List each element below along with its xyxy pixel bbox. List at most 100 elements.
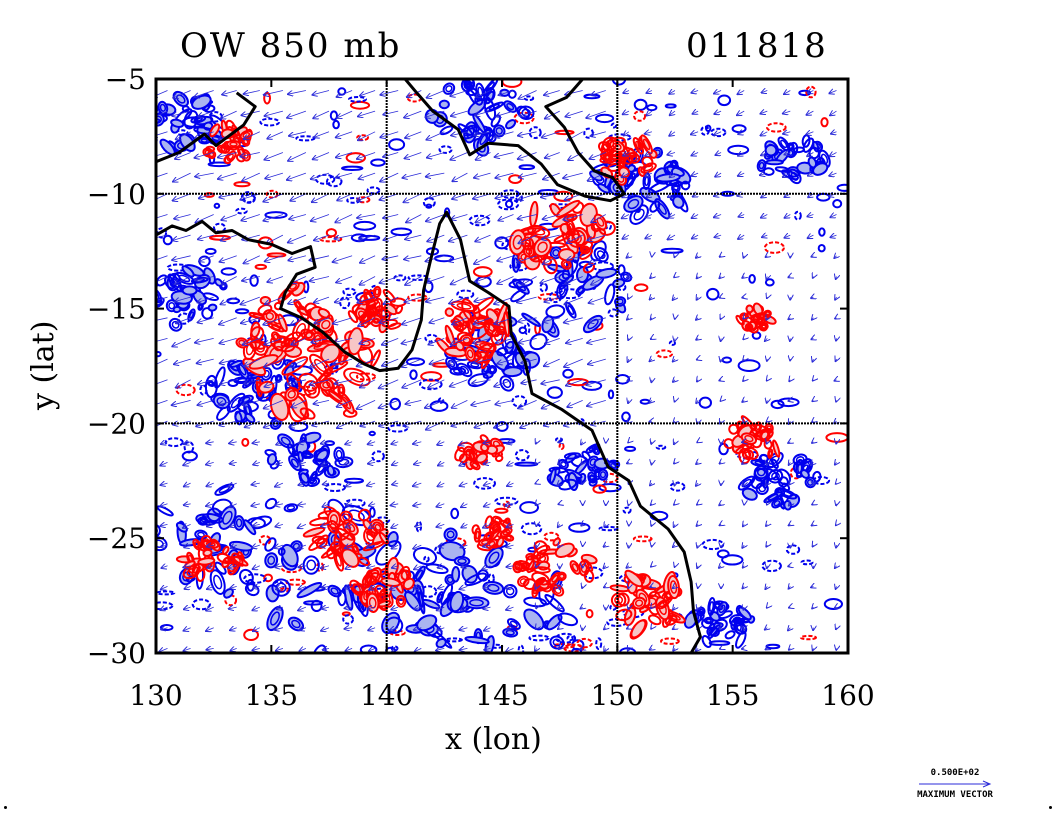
wind-vector bbox=[253, 442, 260, 443]
wind-vector bbox=[380, 276, 399, 284]
field-speckle bbox=[543, 531, 560, 542]
negative-ow-region-contour bbox=[672, 195, 685, 209]
negative-ow-region bbox=[156, 505, 174, 517]
wind-vector bbox=[650, 277, 652, 279]
field-speckle bbox=[518, 326, 528, 335]
negative-ow-region-contour bbox=[557, 612, 579, 627]
positive-ow-region-contour bbox=[202, 548, 213, 557]
negative-ow-region-inner-contour bbox=[758, 485, 767, 493]
negative-ow-region-inner-contour bbox=[758, 161, 765, 170]
wind-vector bbox=[808, 235, 814, 238]
field-speckle bbox=[609, 604, 617, 611]
negative-ow-region-inner-contour bbox=[198, 304, 203, 310]
negative-ow-region-inner-contour bbox=[505, 587, 515, 596]
wind-vector bbox=[253, 524, 260, 525]
wind-vector bbox=[566, 110, 583, 117]
positive-ow-region-contour bbox=[387, 322, 402, 330]
negative-ow-region bbox=[529, 333, 548, 351]
wind-vector bbox=[737, 111, 745, 115]
negative-ow-region bbox=[502, 583, 518, 599]
field-speckle bbox=[423, 555, 430, 563]
field-speckle bbox=[389, 397, 402, 411]
field-speckle bbox=[664, 103, 677, 109]
wind-vector bbox=[673, 545, 675, 547]
wind-vector bbox=[762, 91, 768, 93]
field-speckle bbox=[710, 127, 727, 138]
positive-ow-region-contour bbox=[372, 285, 382, 298]
negative-ow-region-contour bbox=[750, 476, 763, 490]
positive-ow-region bbox=[298, 372, 319, 392]
wind-vector bbox=[506, 648, 514, 652]
negative-ow-region bbox=[181, 285, 198, 296]
negative-ow-region bbox=[582, 314, 604, 334]
wind-vector bbox=[623, 111, 630, 114]
positive-ow-region bbox=[609, 584, 631, 593]
wind-vector bbox=[184, 504, 191, 505]
positive-ow-region-inner-contour bbox=[270, 324, 281, 331]
negative-ow-region-contour bbox=[244, 412, 256, 424]
wind-vector bbox=[173, 172, 191, 182]
chart-date-code: 011818 bbox=[686, 26, 828, 66]
wind-vector bbox=[673, 359, 675, 361]
negative-ow-region-contour bbox=[299, 472, 310, 484]
negative-ow-region-inner-contour bbox=[159, 103, 167, 112]
negative-ow-region-contour bbox=[156, 523, 161, 538]
negative-ow-region bbox=[767, 469, 784, 484]
wind-vector bbox=[715, 235, 722, 237]
negative-ow-region-inner-contour bbox=[780, 139, 788, 149]
negative-ow-region bbox=[442, 82, 456, 95]
wind-vector bbox=[312, 420, 330, 425]
wind-vector bbox=[692, 215, 699, 219]
wind-vector bbox=[697, 297, 699, 300]
wind-vector bbox=[287, 172, 307, 180]
wind-vector bbox=[716, 153, 722, 156]
wind-vector bbox=[743, 566, 744, 568]
wind-vector bbox=[221, 110, 237, 118]
wind-vector bbox=[604, 628, 606, 630]
negative-ow-region bbox=[786, 142, 795, 151]
wind-vector bbox=[628, 359, 629, 362]
wind-vector bbox=[604, 545, 606, 547]
field-speckle bbox=[345, 152, 366, 164]
wind-vector bbox=[298, 504, 306, 505]
wind-vector bbox=[156, 193, 168, 200]
wind-vector bbox=[720, 524, 722, 525]
wind-vector bbox=[156, 358, 168, 365]
wind-vector bbox=[811, 338, 813, 339]
wind-vector bbox=[252, 545, 260, 548]
field-speckle bbox=[825, 432, 848, 443]
negative-ow-region-inner-contour bbox=[480, 659, 494, 667]
positive-ow-region-inner-contour bbox=[338, 386, 344, 395]
negative-ow-region bbox=[623, 195, 644, 213]
wind-vector bbox=[812, 421, 813, 422]
field-speckle bbox=[818, 227, 826, 237]
wind-vector bbox=[714, 111, 722, 114]
wind-vector bbox=[783, 111, 791, 114]
wind-vector bbox=[174, 358, 191, 364]
x-tick-label: 155 bbox=[706, 679, 759, 712]
positive-ow-region-inner-contour bbox=[519, 578, 527, 585]
negative-ow-region-contour bbox=[442, 82, 456, 95]
negative-ow-region bbox=[496, 347, 509, 357]
field-speckle bbox=[832, 199, 843, 209]
negative-ow-region bbox=[314, 447, 329, 462]
wind-vector bbox=[668, 235, 676, 239]
negative-ow-region bbox=[435, 637, 447, 649]
field-speckle bbox=[388, 138, 406, 151]
field-speckle bbox=[156, 351, 162, 358]
wind-vector bbox=[184, 607, 191, 609]
negative-ow-region-inner-contour bbox=[200, 138, 208, 143]
wind-vector bbox=[691, 132, 699, 135]
positive-ow-region bbox=[314, 367, 334, 387]
field-speckle bbox=[595, 637, 603, 651]
negative-ow-region bbox=[545, 304, 566, 319]
field-speckle bbox=[717, 94, 732, 107]
wind-vector bbox=[220, 338, 237, 343]
wind-vector bbox=[767, 421, 768, 422]
negative-ow-region bbox=[680, 180, 691, 191]
negative-ow-region bbox=[438, 99, 450, 110]
field-speckle bbox=[323, 483, 346, 492]
wind-vector bbox=[627, 628, 629, 629]
field-speckle bbox=[513, 111, 535, 125]
